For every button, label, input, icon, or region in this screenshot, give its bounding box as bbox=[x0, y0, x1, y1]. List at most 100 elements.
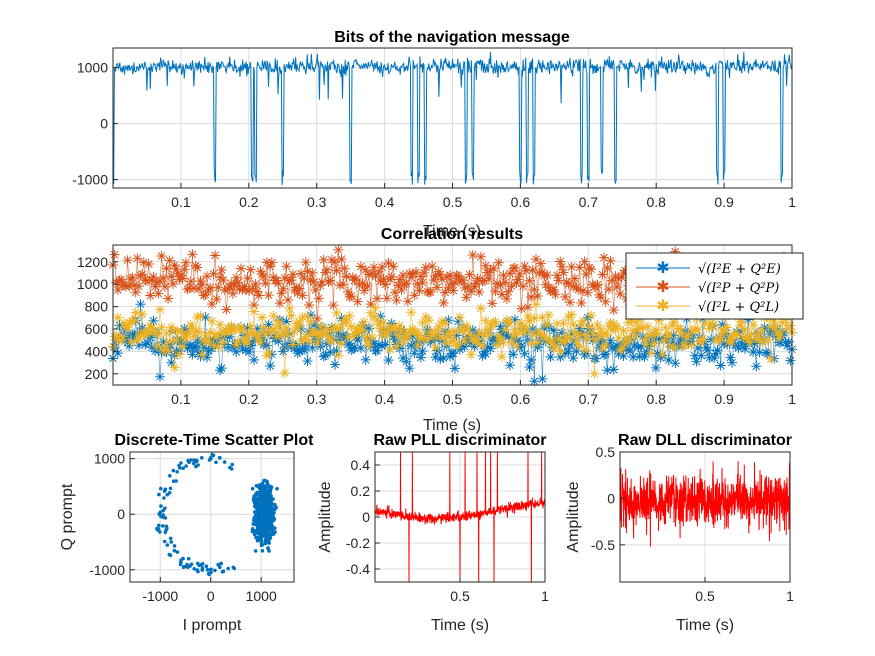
correlation-point-2 bbox=[484, 330, 494, 341]
correlation-point-2 bbox=[526, 338, 537, 349]
plot0-xtick-label: 0.8 bbox=[646, 194, 666, 210]
iq-point bbox=[181, 556, 185, 561]
correlation-point-1 bbox=[258, 271, 269, 282]
correlation-point-1 bbox=[205, 283, 216, 293]
correlation-point-2 bbox=[169, 362, 180, 373]
iq-point bbox=[208, 567, 213, 572]
plot1-ytick-label: 1000 bbox=[77, 276, 108, 292]
correlation-point-1 bbox=[603, 284, 614, 295]
correlation-point-2 bbox=[448, 335, 459, 346]
correlation-point-2 bbox=[245, 321, 256, 332]
correlation-point-1 bbox=[600, 296, 611, 307]
iq-point bbox=[200, 568, 205, 572]
correlation-point-1 bbox=[399, 279, 410, 290]
correlation-point-2 bbox=[180, 333, 191, 344]
correlation-point-2 bbox=[326, 336, 337, 346]
correlation-point-0 bbox=[202, 352, 212, 363]
correlation-point-1 bbox=[396, 284, 407, 295]
iq-point bbox=[167, 491, 172, 495]
plot3-ytick-label: -0.4 bbox=[346, 561, 370, 577]
correlation-point-2 bbox=[364, 340, 374, 351]
correlation-point-1 bbox=[263, 290, 274, 301]
iq-point bbox=[269, 494, 273, 498]
correlation-point-2 bbox=[130, 307, 141, 318]
iq-point bbox=[211, 453, 216, 458]
plot0-xtick-label: 0.1 bbox=[171, 194, 191, 210]
plot0-xtick-label: 0.9 bbox=[714, 194, 734, 210]
correlation-point-1 bbox=[240, 285, 251, 295]
correlation-point-2 bbox=[142, 329, 152, 340]
correlation-point-2 bbox=[184, 327, 195, 337]
correlation-point-2 bbox=[137, 309, 148, 320]
iq-point bbox=[272, 517, 277, 521]
iq-point bbox=[174, 479, 178, 483]
navigation-bits-plot: Bits of the navigation message 0.1 0.2 0.3… bbox=[72, 29, 796, 240]
correlation-point-1 bbox=[227, 288, 238, 299]
correlation-point-0 bbox=[599, 349, 609, 360]
plot1-ytick-label: 600 bbox=[85, 321, 109, 337]
correlation-point-2 bbox=[500, 324, 511, 335]
correlation-point-1 bbox=[531, 254, 541, 265]
correlation-point-1 bbox=[216, 264, 227, 275]
correlation-point-1 bbox=[503, 286, 514, 297]
legend-label-prompt: √(I²P + Q²P) bbox=[698, 281, 779, 296]
correlation-point-0 bbox=[453, 316, 464, 327]
plot4-xtick-label: 1 bbox=[786, 588, 794, 604]
correlation-point-1 bbox=[378, 273, 389, 284]
correlation-point-0 bbox=[574, 323, 585, 334]
correlation-point-0 bbox=[524, 362, 535, 372]
correlation-point-1 bbox=[325, 275, 336, 286]
correlation-point-1 bbox=[419, 267, 430, 278]
correlation-point-0 bbox=[727, 357, 737, 368]
correlation-point-1 bbox=[475, 251, 486, 262]
correlation-point-2 bbox=[600, 340, 611, 350]
correlation-results-plot: Correlation results 0.1 0.2 0.3 0.4 0.5 0.6 0.… bbox=[77, 226, 804, 434]
correlation-point-1 bbox=[338, 279, 349, 290]
correlation-point-1 bbox=[493, 257, 504, 268]
correlation-point-2 bbox=[466, 349, 477, 360]
correlation-point-2 bbox=[639, 334, 650, 345]
iq-point bbox=[169, 540, 173, 544]
iq-point bbox=[266, 546, 270, 550]
correlation-point-1 bbox=[553, 275, 564, 286]
correlation-point-1 bbox=[321, 264, 332, 275]
correlation-point-1 bbox=[343, 286, 353, 297]
correlation-point-1 bbox=[159, 281, 170, 292]
plot2-xlabel: I prompt bbox=[183, 617, 242, 634]
correlation-point-2 bbox=[573, 329, 584, 340]
correlation-point-1 bbox=[386, 272, 397, 283]
correlation-point-2 bbox=[294, 316, 305, 327]
correlation-point-2 bbox=[785, 320, 796, 331]
plot2-title: Discrete-Time Scatter Plot bbox=[115, 432, 315, 449]
iq-point bbox=[213, 568, 217, 573]
correlation-point-1 bbox=[448, 285, 459, 296]
correlation-point-2 bbox=[153, 329, 164, 340]
plot2-xtick-label: 1000 bbox=[246, 588, 277, 604]
correlation-point-1 bbox=[127, 272, 138, 283]
iq-point bbox=[259, 536, 263, 541]
iq-point bbox=[186, 556, 191, 561]
plot0-title: Bits of the navigation message bbox=[334, 29, 570, 46]
plot1-xtick-label: 0.8 bbox=[646, 391, 666, 407]
correlation-point-2 bbox=[127, 315, 138, 326]
correlation-point-0 bbox=[691, 356, 702, 367]
iq-point bbox=[260, 519, 264, 523]
plot0-xtick-label: 0.5 bbox=[443, 194, 463, 210]
correlation-point-2 bbox=[756, 325, 767, 336]
plot3-ytick-label: 0 bbox=[362, 509, 370, 525]
correlation-point-2 bbox=[171, 335, 182, 346]
plot1-xtick-label: 0.9 bbox=[714, 391, 734, 407]
correlation-point-2 bbox=[459, 336, 470, 346]
correlation-point-1 bbox=[333, 244, 344, 255]
correlation-point-1 bbox=[307, 267, 318, 278]
plot3-xtick-label: 0.5 bbox=[450, 588, 470, 604]
correlation-point-1 bbox=[346, 291, 357, 302]
iq-point bbox=[207, 458, 212, 462]
iq-point bbox=[254, 522, 258, 526]
iq-point bbox=[200, 456, 204, 460]
correlation-point-2 bbox=[475, 303, 486, 314]
iq-point bbox=[222, 460, 227, 464]
correlation-point-1 bbox=[402, 296, 413, 307]
correlation-point-2 bbox=[657, 349, 668, 360]
correlation-point-0 bbox=[519, 348, 530, 359]
